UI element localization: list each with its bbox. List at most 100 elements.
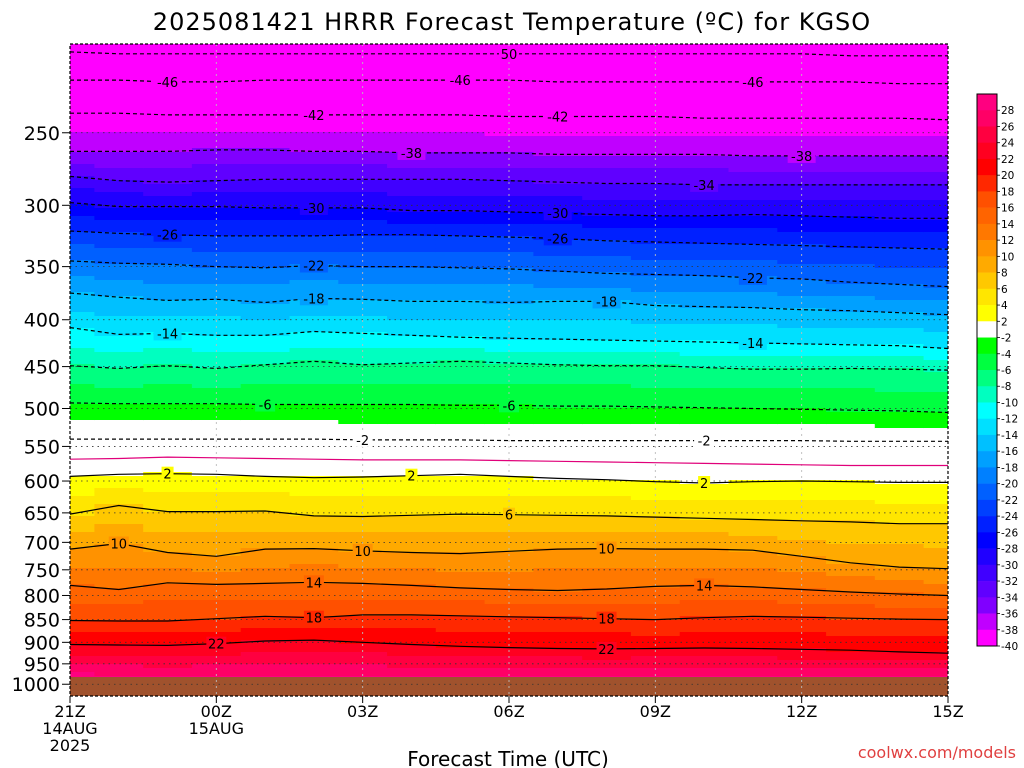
field-cell: [484, 652, 534, 657]
field-cell: [240, 536, 291, 541]
field-cell: [94, 432, 144, 437]
field-cell: [630, 604, 681, 609]
field-cell: [826, 56, 876, 61]
contour-line: [70, 542, 948, 570]
field-cell: [874, 320, 925, 325]
field-cell: [240, 484, 291, 489]
field-cell: [679, 144, 730, 149]
field-cell: [435, 136, 486, 141]
field-cell: [533, 576, 583, 581]
field-cell: [874, 628, 925, 633]
field-cell: [240, 320, 291, 325]
field-cell: [484, 68, 534, 73]
contour-label: -42: [547, 111, 568, 126]
field-cell: [387, 576, 437, 581]
field-cell: [387, 388, 437, 393]
field-cell: [143, 624, 193, 629]
field-cell: [143, 428, 193, 433]
field-cell: [70, 224, 95, 229]
field-cell: [923, 620, 948, 625]
field-cell: [94, 424, 144, 429]
contour-label-bg: [108, 536, 129, 551]
field-cell: [484, 64, 534, 69]
field-cell: [435, 96, 486, 101]
field-cell: [240, 96, 291, 101]
field-cell: [484, 200, 534, 205]
field-cell: [630, 388, 681, 393]
field-cell: [923, 420, 948, 425]
field-cell: [435, 356, 486, 361]
field-cell: [630, 236, 681, 241]
field-cell: [191, 620, 242, 625]
field-cell: [191, 548, 242, 553]
field-cell: [728, 504, 778, 509]
field-cell: [70, 496, 95, 501]
field-cell: [435, 656, 486, 661]
field-cell: [289, 524, 339, 529]
field-cell: [533, 180, 583, 185]
field-cell: [143, 196, 193, 201]
field-cell: [923, 124, 948, 129]
field-cell: [582, 248, 632, 253]
field-cell: [240, 384, 291, 389]
field-cell: [70, 412, 95, 417]
field-cell: [240, 260, 291, 265]
field-cell: [435, 500, 486, 505]
field-cell: [240, 448, 291, 453]
field-cell: [777, 388, 827, 393]
field-cell: [923, 100, 948, 105]
field-cell: [630, 560, 681, 565]
field-cell: [533, 160, 583, 165]
field-cell: [923, 140, 948, 145]
field-cell: [777, 64, 827, 69]
field-cell: [679, 552, 730, 557]
field-cell: [387, 436, 437, 441]
field-cell: [143, 152, 193, 157]
colorbar-swatch: [977, 581, 997, 598]
field-cell: [874, 672, 925, 677]
field-cell: [387, 272, 437, 277]
field-cell: [143, 224, 193, 229]
field-cell: [240, 164, 291, 169]
field-cell: [338, 176, 388, 181]
field-cell: [923, 416, 948, 421]
field-cell: [240, 180, 291, 185]
field-cell: [289, 64, 339, 69]
field-cell: [923, 496, 948, 501]
field-cell: [630, 196, 681, 201]
field-cell: [240, 572, 291, 577]
field-cell: [289, 560, 339, 565]
field-cell: [874, 568, 925, 573]
field-cell: [289, 568, 339, 573]
field-cell: [728, 292, 778, 297]
y-tick-label: 550: [24, 436, 60, 458]
field-cell: [240, 640, 291, 645]
field-cell: [70, 564, 95, 569]
field-cell: [679, 204, 730, 209]
field-cell: [679, 592, 730, 597]
field-cell: [923, 292, 948, 297]
field-cell: [387, 384, 437, 389]
field-cell: [777, 376, 827, 381]
field-cell: [240, 188, 291, 193]
field-cell: [923, 520, 948, 525]
field-cell: [533, 672, 583, 677]
field-cell: [70, 660, 95, 665]
field-cell: [240, 64, 291, 69]
field-cell: [582, 476, 632, 481]
field-cell: [728, 192, 778, 197]
field-cell: [191, 388, 242, 393]
field-cell: [630, 508, 681, 513]
credit-link[interactable]: coolwx.com/models: [858, 743, 1016, 762]
contour-label: -14: [157, 327, 178, 342]
field-cell: [874, 108, 925, 113]
field-cell: [630, 248, 681, 253]
field-cell: [728, 176, 778, 181]
field-cell: [777, 436, 827, 441]
field-cell: [191, 668, 242, 673]
field-cell: [582, 176, 632, 181]
field-cell: [94, 252, 144, 257]
field-cell: [70, 180, 95, 185]
field-cell: [533, 424, 583, 429]
field-cell: [387, 68, 437, 73]
